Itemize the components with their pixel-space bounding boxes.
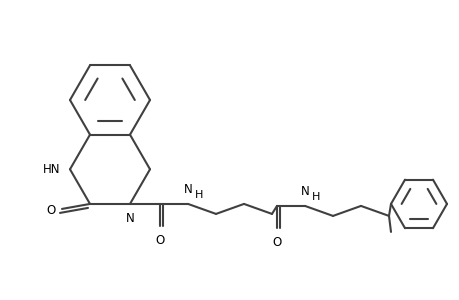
Text: H: H <box>311 192 319 202</box>
Text: HN: HN <box>42 163 60 176</box>
Text: H: H <box>195 190 203 200</box>
Text: O: O <box>155 234 164 247</box>
Text: N: N <box>183 183 192 196</box>
Text: N: N <box>300 185 309 198</box>
Text: O: O <box>272 236 281 249</box>
Text: N: N <box>125 212 134 225</box>
Text: O: O <box>47 204 56 218</box>
